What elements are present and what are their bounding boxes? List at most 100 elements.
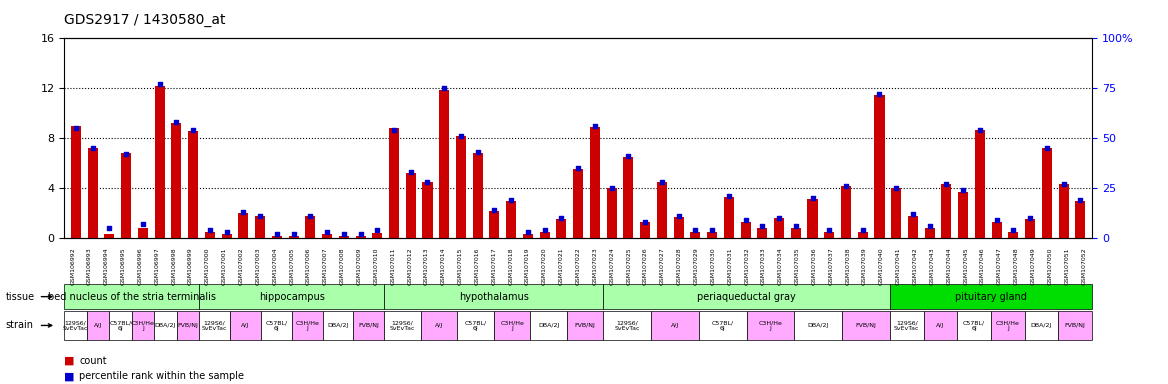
Text: GSM107004: GSM107004 <box>272 248 277 285</box>
Text: DBA/2J: DBA/2J <box>538 323 559 328</box>
Text: GSM107018: GSM107018 <box>508 248 513 285</box>
Bar <box>405 173 416 238</box>
Text: GSM106992: GSM106992 <box>70 248 75 285</box>
Text: count: count <box>79 356 107 366</box>
Text: GSM107042: GSM107042 <box>912 248 918 285</box>
Text: tissue: tissue <box>6 291 35 302</box>
Text: GSM106994: GSM106994 <box>104 248 109 285</box>
Text: GSM107017: GSM107017 <box>492 248 496 285</box>
Text: GDS2917 / 1430580_at: GDS2917 / 1430580_at <box>64 13 225 27</box>
Bar <box>891 188 902 238</box>
Bar <box>774 218 784 238</box>
Point <box>786 223 805 229</box>
Bar <box>556 219 566 238</box>
Point <box>334 231 353 237</box>
Point <box>1071 197 1090 203</box>
Point <box>736 217 755 223</box>
Text: GSM106997: GSM106997 <box>154 248 159 285</box>
Text: GSM107021: GSM107021 <box>558 248 564 285</box>
Text: GSM107000: GSM107000 <box>204 248 210 285</box>
Bar <box>154 86 165 238</box>
Text: percentile rank within the sample: percentile rank within the sample <box>79 371 244 381</box>
Text: GSM107002: GSM107002 <box>238 248 244 285</box>
Point <box>1055 181 1073 187</box>
Text: A/J: A/J <box>434 323 444 328</box>
Text: GSM106993: GSM106993 <box>86 248 92 285</box>
Text: pituitary gland: pituitary gland <box>955 291 1027 302</box>
Text: GSM107016: GSM107016 <box>474 248 480 285</box>
Text: 129S6/
SvEvTac: 129S6/ SvEvTac <box>614 320 640 331</box>
Text: GSM107050: GSM107050 <box>1048 248 1052 285</box>
Text: GSM107045: GSM107045 <box>964 248 968 285</box>
Text: GSM107033: GSM107033 <box>762 248 766 285</box>
Point <box>954 187 973 193</box>
Text: FVB/NJ: FVB/NJ <box>856 323 876 328</box>
Text: GSM107011: GSM107011 <box>390 248 395 285</box>
Bar <box>172 123 181 238</box>
Point <box>251 213 270 219</box>
Text: FVB/NJ: FVB/NJ <box>359 323 380 328</box>
Point <box>854 227 872 233</box>
Point <box>920 223 939 229</box>
Text: GSM107035: GSM107035 <box>794 248 800 285</box>
Point <box>485 207 503 213</box>
Point <box>100 225 119 231</box>
Text: GSM107020: GSM107020 <box>542 248 547 285</box>
Text: DBA/2J: DBA/2J <box>1031 323 1052 328</box>
Point <box>368 227 387 233</box>
Bar <box>606 188 617 238</box>
Text: hippocampus: hippocampus <box>259 291 325 302</box>
Point <box>719 193 738 199</box>
Text: GSM107046: GSM107046 <box>980 248 985 285</box>
Bar <box>423 182 432 238</box>
Bar <box>941 184 952 238</box>
Text: GSM107007: GSM107007 <box>322 248 328 285</box>
Text: GSM107044: GSM107044 <box>946 248 952 285</box>
Point <box>284 231 303 237</box>
Text: GSM106996: GSM106996 <box>138 248 142 285</box>
Bar <box>707 232 717 238</box>
Bar <box>807 199 818 238</box>
Point <box>753 223 772 229</box>
Bar <box>373 233 382 238</box>
Text: GSM107028: GSM107028 <box>676 248 682 285</box>
Point <box>352 231 370 237</box>
Text: ■: ■ <box>64 356 75 366</box>
Text: C3H/He
J: C3H/He J <box>500 320 524 331</box>
Point <box>653 179 672 185</box>
Bar <box>690 232 701 238</box>
Point <box>201 227 220 233</box>
Text: GSM107001: GSM107001 <box>222 248 227 285</box>
Text: hypothalamus: hypothalamus <box>459 291 529 302</box>
Text: GSM107049: GSM107049 <box>1030 248 1036 285</box>
Bar <box>255 216 265 238</box>
Bar <box>925 228 934 238</box>
Text: GSM106998: GSM106998 <box>172 248 176 285</box>
Text: GSM107014: GSM107014 <box>440 248 446 285</box>
Text: 129S6/
SvEvTac: 129S6/ SvEvTac <box>390 320 416 331</box>
Text: DBA/2J: DBA/2J <box>154 323 176 328</box>
Point <box>267 231 286 237</box>
Text: GSM106999: GSM106999 <box>188 248 193 285</box>
Text: GSM107008: GSM107008 <box>340 248 345 285</box>
Point <box>585 123 604 129</box>
Point <box>552 215 571 221</box>
Point <box>301 213 320 219</box>
Bar <box>857 232 868 238</box>
Bar <box>724 197 734 238</box>
Bar <box>489 210 500 238</box>
Point <box>117 151 135 157</box>
Point <box>703 227 722 233</box>
Text: GSM107029: GSM107029 <box>694 248 698 285</box>
Text: C3H/He
J: C3H/He J <box>131 320 155 331</box>
Text: GSM107009: GSM107009 <box>356 248 362 285</box>
Text: GSM107013: GSM107013 <box>424 248 429 285</box>
Point <box>836 183 855 189</box>
Bar <box>238 213 249 238</box>
Text: GSM107030: GSM107030 <box>710 248 716 285</box>
Point <box>384 127 403 133</box>
Bar <box>540 232 550 238</box>
Bar <box>104 234 114 238</box>
Point <box>217 229 236 235</box>
Point <box>820 227 839 233</box>
